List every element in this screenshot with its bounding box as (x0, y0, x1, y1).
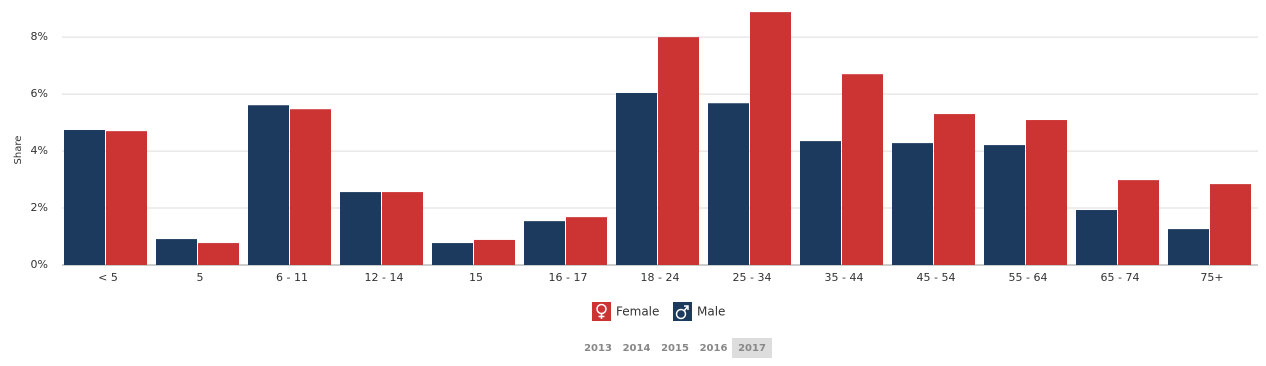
y-tick-label: 0% (31, 258, 48, 271)
year-label: 2014 (623, 343, 651, 354)
year-option[interactable]: 2014 (623, 343, 651, 354)
legend-item[interactable]: Male (673, 302, 725, 321)
year-option[interactable]: 2015 (661, 343, 689, 354)
legend-label: Male (697, 305, 725, 319)
x-tick-label: 15 (469, 271, 483, 284)
bar (892, 143, 933, 265)
legend-label: Female (616, 305, 659, 319)
bar (474, 239, 515, 265)
bar (382, 192, 423, 265)
x-tick-label: 6 - 11 (276, 271, 308, 284)
bar (658, 37, 699, 265)
x-tick-label: 55 - 64 (1009, 271, 1048, 284)
x-tick-label: 18 - 24 (641, 271, 680, 284)
bar (708, 103, 749, 266)
legend-icon (598, 313, 605, 319)
year-option[interactable]: 2016 (700, 343, 728, 354)
bar (106, 131, 147, 265)
x-tick-label: 45 - 54 (917, 271, 956, 284)
bar (800, 141, 841, 265)
bar (290, 109, 331, 266)
x-tick-label: 35 - 44 (825, 271, 864, 284)
bar (934, 114, 975, 265)
x-tick-label: 75+ (1200, 271, 1223, 284)
bar (156, 239, 197, 265)
bar (64, 130, 105, 265)
year-label: 2017 (738, 343, 766, 354)
year-selected-bg (732, 338, 772, 358)
year-option[interactable]: 2017 (732, 338, 772, 358)
x-tick-label: 12 - 14 (365, 271, 404, 284)
year-option[interactable]: 2013 (584, 343, 612, 354)
legend-swatch (592, 302, 611, 321)
year-label: 2016 (700, 343, 728, 354)
bar (432, 243, 473, 265)
bar (248, 105, 289, 265)
bar (1118, 180, 1159, 265)
bar (566, 217, 607, 265)
y-tick-label: 8% (31, 30, 48, 43)
x-tick-label: 65 - 74 (1101, 271, 1140, 284)
legend-icon (675, 308, 687, 320)
bar (1026, 120, 1067, 265)
bar (1210, 184, 1251, 265)
bar (1168, 229, 1209, 265)
x-tick-label: 25 - 34 (733, 271, 772, 284)
y-axis-label: Share (13, 136, 24, 165)
y-tick-label: 4% (31, 144, 48, 157)
bar (198, 243, 239, 265)
bar (842, 74, 883, 266)
bar (1076, 210, 1117, 265)
bar (340, 192, 381, 265)
year-label: 2013 (584, 343, 612, 354)
year-label: 2015 (661, 343, 689, 354)
x-tick-label: 16 - 17 (549, 271, 588, 284)
legend-item[interactable]: Female (592, 302, 659, 321)
y-tick-label: 6% (31, 87, 48, 100)
bar (616, 92, 657, 265)
x-tick-label: < 5 (98, 271, 118, 284)
x-tick-label: 5 (197, 271, 204, 284)
bar (524, 221, 565, 265)
bar (984, 145, 1025, 265)
y-tick-label: 2% (31, 201, 48, 214)
bar (750, 12, 791, 266)
legend-icon (683, 305, 689, 312)
